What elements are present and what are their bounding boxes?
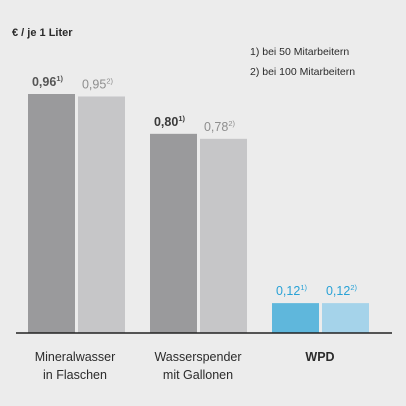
bar-1-series-2 (78, 96, 125, 333)
category-label-2-line-1: Wasserspender (154, 350, 241, 364)
bars-group: 0,961) 0,952) 0,801) 0,782) 0,121) 0,122) (28, 74, 369, 333)
data-label-2-series-2: 0,782) (204, 119, 236, 134)
category-label-2-line-2: mit Gallonen (163, 368, 233, 382)
unit-label: € / je 1 Liter (12, 27, 73, 39)
category-label-1-line-2: in Flaschen (43, 368, 107, 382)
category-label-3-line-1: WPD (305, 350, 334, 364)
bar-2-series-2 (200, 138, 247, 333)
bar-3-series-2 (322, 303, 369, 333)
footnote-1: 1) bei 50 Mitarbeitern (250, 46, 349, 58)
data-label-1-series-1: 0,961) (32, 74, 64, 89)
category-labels: Mineralwasser in Flaschen Wasserspender mit… (35, 350, 335, 382)
data-label-1-series-2: 0,952) (82, 76, 114, 91)
bar-3-series-1 (272, 303, 319, 333)
bar-2-series-1 (150, 133, 197, 333)
bar-1-series-1 (28, 94, 75, 333)
data-label-3-series-2: 0,122) (326, 283, 358, 298)
data-label-2-series-1: 0,801) (154, 114, 186, 129)
footnote-2: 2) bei 100 Mitarbeitern (250, 66, 355, 78)
category-label-1-line-1: Mineralwasser (35, 350, 116, 364)
data-label-3-series-1: 0,121) (276, 283, 308, 298)
